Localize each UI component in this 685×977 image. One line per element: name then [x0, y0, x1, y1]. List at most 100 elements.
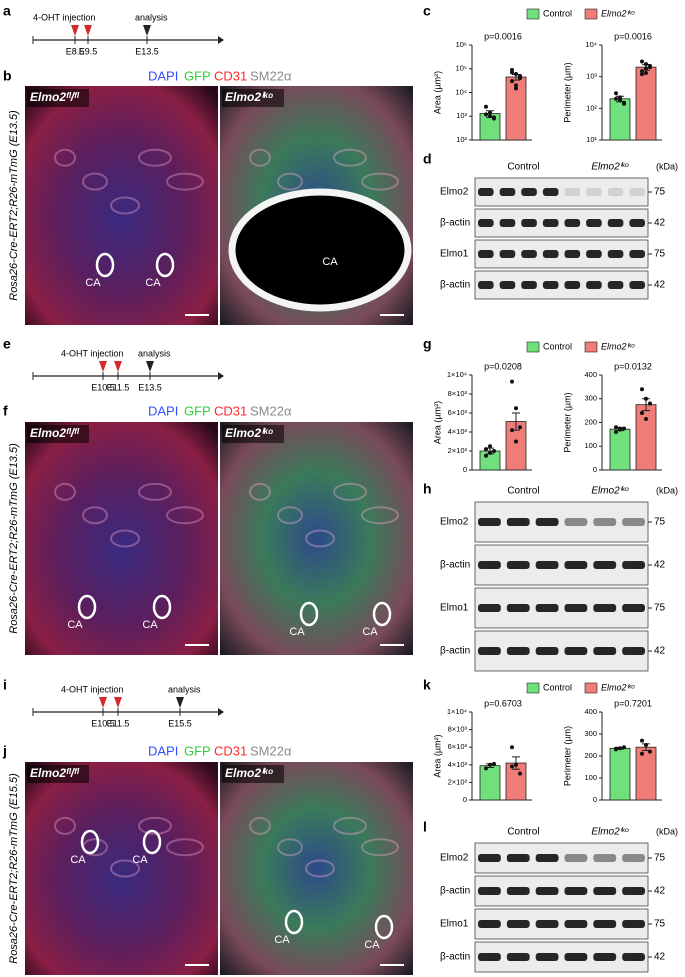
blot-band — [506, 561, 530, 569]
p-value: p=0.7201 — [614, 698, 652, 708]
tissue-structure — [361, 506, 399, 525]
data-point — [488, 110, 492, 115]
blot-band — [593, 647, 617, 655]
data-point — [484, 112, 488, 117]
protein-label: β-actin — [440, 886, 470, 897]
blot-strip — [474, 908, 649, 940]
analysis-label: analysis — [168, 684, 201, 694]
data-point — [648, 749, 652, 754]
stain-label: SM22α — [250, 403, 292, 418]
tissue-structure — [138, 482, 172, 501]
group-label: Elmo2ⁱᵏᵒ — [591, 162, 628, 173]
panel-letter: k — [423, 677, 431, 693]
group-label: Control — [507, 162, 539, 173]
stage-label: E15.5 — [168, 718, 192, 728]
blot-band — [478, 518, 501, 526]
ca-label: CA — [67, 619, 83, 631]
p-value: p=0.0016 — [484, 31, 522, 41]
blot-band — [499, 188, 516, 196]
data-point — [648, 401, 652, 406]
protein-label: Elmo1 — [440, 603, 469, 614]
data-point — [644, 66, 648, 71]
tissue-structure — [277, 838, 303, 857]
micrograph — [25, 86, 218, 325]
panel-letter: e — [3, 336, 11, 352]
tissue-structure — [277, 172, 303, 191]
genotype-bg — [27, 765, 89, 783]
blot-band — [506, 953, 530, 961]
stain-label: CD31 — [214, 403, 247, 418]
y-tick-label: 6×10³ — [448, 408, 468, 417]
data-point — [622, 426, 626, 431]
panel-letter: h — [423, 481, 432, 497]
blot-band — [586, 250, 602, 258]
y-tick-label: 200 — [584, 417, 597, 426]
data-point — [640, 72, 644, 77]
blot-band — [535, 920, 559, 928]
size-label: 75 — [654, 853, 666, 864]
stain-label: GFP — [184, 743, 211, 758]
blot-band — [622, 561, 645, 569]
y-tick-label: 0 — [463, 795, 467, 804]
blot-band — [506, 604, 530, 612]
blot-band — [478, 604, 501, 612]
data-point — [518, 73, 522, 78]
blot-band — [521, 219, 537, 227]
tissue-structure — [166, 172, 204, 191]
micrograph — [25, 762, 218, 975]
data-point — [640, 751, 644, 756]
data-point — [492, 449, 496, 453]
data-point — [618, 426, 622, 431]
data-point — [644, 71, 648, 76]
y-tick-label: 10³ — [586, 72, 597, 81]
blot-band — [478, 281, 494, 289]
y-tick-label: 1×10⁴ — [447, 707, 467, 716]
blot-band — [564, 887, 588, 895]
blot-band — [564, 518, 588, 526]
genotype-bg — [222, 425, 284, 443]
stage-label: E10.5 — [91, 382, 115, 392]
y-tick-label: 0 — [593, 795, 597, 804]
data-point — [488, 444, 492, 449]
genotype-label: Elmo2ⁱᵏᵒ — [225, 426, 274, 440]
ca-label: CA — [289, 626, 305, 638]
blot-band — [622, 604, 645, 612]
panel-letter: g — [423, 336, 432, 352]
data-point — [614, 96, 618, 101]
injection-marker — [114, 697, 122, 708]
protein-label: Elmo1 — [440, 919, 469, 930]
blot-band — [542, 219, 559, 227]
artery — [77, 594, 97, 620]
protein-label: Elmo2 — [440, 853, 469, 864]
artery — [80, 829, 100, 855]
protein-label: β-actin — [440, 560, 470, 571]
tissue-structure — [166, 506, 204, 525]
unit-label: (kDa) — [656, 826, 678, 836]
data-point — [622, 745, 626, 750]
blot-band — [535, 561, 559, 569]
stain-label: SM22α — [250, 68, 292, 83]
data-point — [614, 425, 618, 430]
size-label: 42 — [654, 952, 666, 963]
artery — [142, 829, 162, 855]
y-tick-label: 300 — [584, 729, 597, 738]
unit-label: (kDa) — [656, 485, 678, 495]
unit-label: (kDa) — [656, 161, 678, 171]
data-point — [514, 86, 518, 91]
legend-swatch — [584, 341, 598, 353]
tissue-structure — [110, 196, 140, 215]
tissue-structure — [138, 816, 172, 835]
stain-label: SM22α — [250, 743, 292, 758]
blot-band — [478, 953, 501, 961]
analysis-label: analysis — [138, 348, 171, 358]
size-label: 75 — [654, 249, 666, 260]
y-tick-label: 400 — [584, 370, 597, 379]
data-point — [484, 453, 488, 458]
blot-band — [506, 518, 530, 526]
data-point — [510, 379, 514, 384]
blot-band — [564, 250, 581, 258]
injection-marker — [146, 361, 154, 372]
data-point — [640, 69, 644, 74]
data-point — [510, 79, 514, 84]
blot-band — [478, 250, 494, 258]
